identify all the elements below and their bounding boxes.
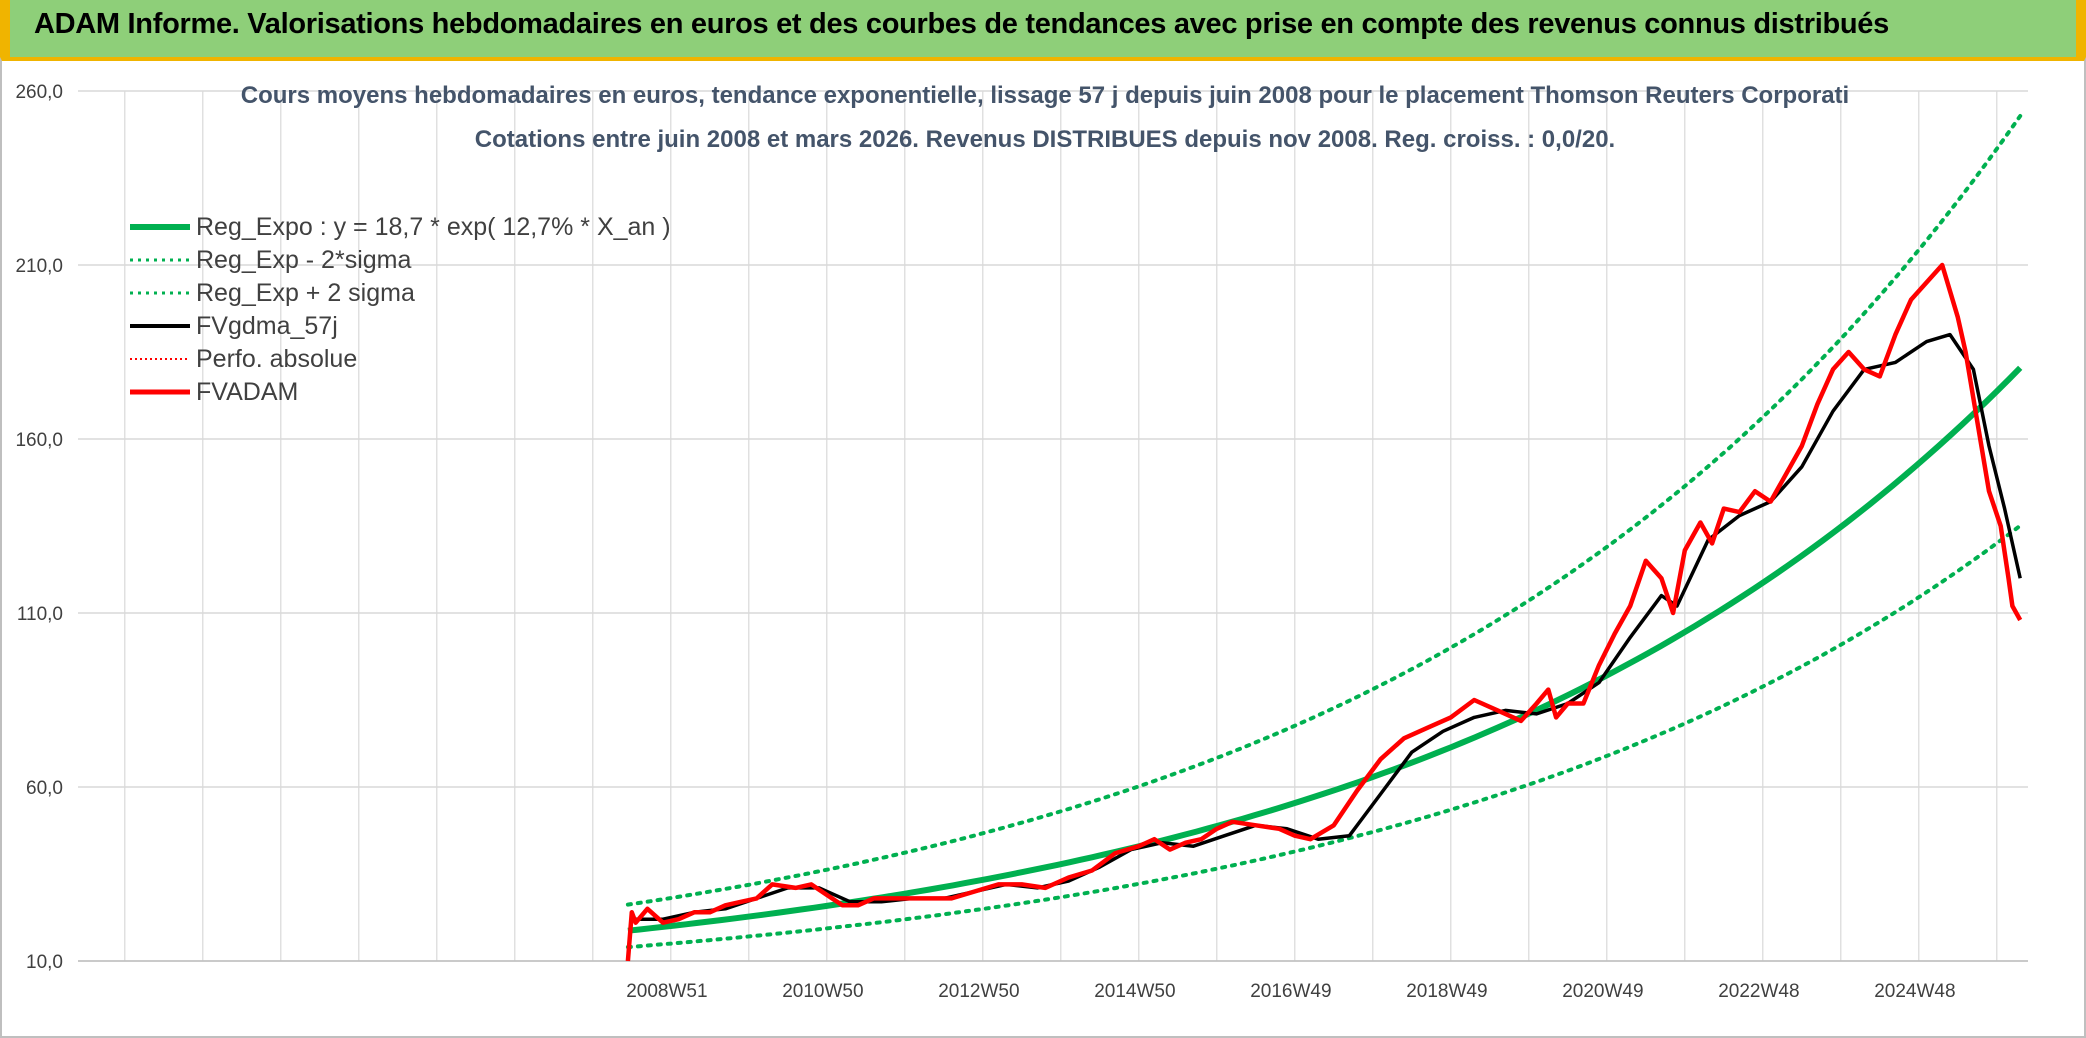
y-tick-label: 10,0 [26,952,63,973]
x-axis-ticks: 2008W51 2010W50 2012W50 2014W50 2016W49 2018W… [626,981,1955,1002]
x-tick-label: 2016W49 [1250,981,1331,1002]
legend-item-reg-exp-plus: Reg_Exp + 2 sigma [130,279,415,307]
x-tick-label: 2014W50 [1094,981,1175,1002]
legend-label: FVADAM [196,378,298,406]
legend-label: Reg_Exp - 2*sigma [196,246,411,274]
chart-title-line1: Cours moyens hebdomadaires en euros, ten… [241,82,1849,109]
series-reg-exp-plus-2-sigma [625,114,2023,907]
series-layer [625,114,2023,962]
series-fvgdma-57j [631,332,2022,921]
y-axis-ticks: 10,0 60,0 110,0 160,0 210,0 260,0 [15,82,63,973]
chart-legend: Reg_Expo : y = 18,7 * exp( 12,7% * X_an … [130,213,671,406]
header-banner: ADAM Informe. Valorisations hebdomadaire… [0,0,2086,57]
chart-frame: 10,0 60,0 110,0 160,0 210,0 260,0 2008W51 2010… [0,57,2086,1038]
legend-item-reg-expo: Reg_Expo : y = 18,7 * exp( 12,7% * X_an … [130,213,671,241]
x-tick-label: 2022W48 [1718,981,1799,1002]
x-tick-label: 2024W48 [1874,981,1955,1002]
series-reg-exp-minus-2-sigma [625,523,2023,950]
x-tick-label: 2020W49 [1562,981,1643,1002]
chart-title-line2: Cotations entre juin 2008 et mars 2026. … [475,126,1615,153]
x-tick-label: 2018W49 [1406,981,1487,1002]
x-tick-label: 2008W51 [626,981,707,1002]
legend-item-fvadam: FVADAM [130,378,298,406]
line-chart: 10,0 60,0 110,0 160,0 210,0 260,0 2008W51 2010… [15,82,2028,1002]
y-tick-label: 110,0 [17,604,63,625]
gridlines [78,90,2028,962]
legend-label: FVgdma_57j [196,312,338,340]
report-title: ADAM Informe. Valorisations hebdomadaire… [34,8,1889,40]
y-tick-label: 60,0 [26,778,63,799]
y-tick-label: 260,0 [15,82,63,103]
legend-item-fvgdma: FVgdma_57j [130,312,338,340]
legend-item-reg-exp-minus: Reg_Exp - 2*sigma [130,246,411,274]
legend-item-perfo: Perfo. absolue [130,345,357,373]
x-tick-label: 2012W50 [938,981,1019,1002]
y-tick-label: 210,0 [15,256,63,277]
legend-label: Reg_Expo : y = 18,7 * exp( 12,7% * X_an … [196,213,671,241]
y-tick-label: 160,0 [15,430,63,451]
series-fvadam [625,262,2023,962]
legend-label: Perfo. absolue [196,345,357,373]
x-tick-label: 2010W50 [782,981,863,1002]
legend-label: Reg_Exp + 2 sigma [196,279,415,307]
